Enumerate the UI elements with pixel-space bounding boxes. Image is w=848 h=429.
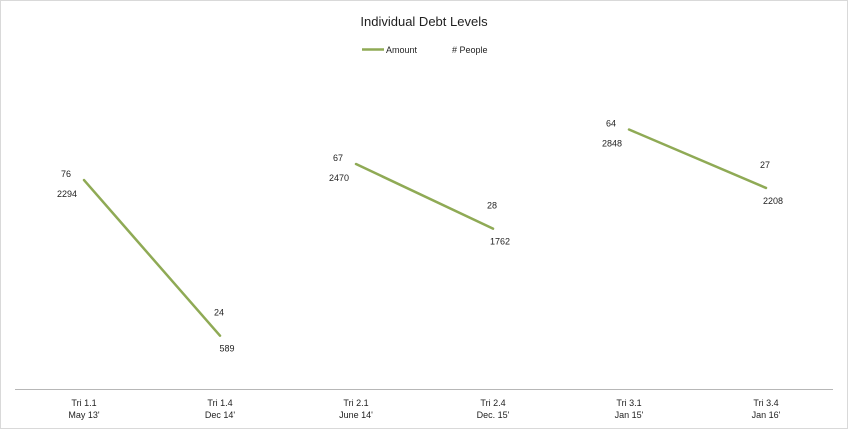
x-tick-label-line2-4: Dec. 15' (477, 410, 510, 420)
label-layer: 2294 76 589 24 2470 67 1762 28 2848 64 2208 27 (57, 119, 783, 354)
x-tick-label-line2-3: June 14' (339, 410, 373, 420)
amount-data-label-3: 2470 (329, 173, 349, 183)
amount-line-segment-2 (354, 162, 495, 230)
people-data-label-6: 27 (760, 160, 770, 170)
x-axis-ticks: Tri 1.1 May 13' Tri 1.4 Dec 14' Tri 2.1 June … (68, 398, 780, 420)
legend-amount-label: Amount (386, 45, 418, 55)
x-tick-label-line2-5: Jan 15' (615, 410, 644, 420)
legend-people-label: # People (452, 45, 488, 55)
amount-data-label-1: 2294 (57, 189, 77, 199)
amount-data-label-6: 2208 (763, 196, 783, 206)
legend: Amount # People (362, 45, 488, 55)
x-tick-label-line1-5: Tri 3.1 (616, 398, 641, 408)
x-tick-label-line2-6: Jan 16' (752, 410, 781, 420)
amount-data-label-5: 2848 (602, 139, 622, 149)
series-layer (82, 128, 768, 337)
people-data-label-2: 24 (214, 308, 224, 318)
amount-data-label-2: 589 (219, 344, 234, 354)
amount-line-segment-3 (627, 128, 768, 190)
people-data-label-4: 28 (487, 201, 497, 211)
x-tick-label-line1-4: Tri 2.4 (480, 398, 505, 408)
x-tick-label-line1-6: Tri 3.4 (753, 398, 778, 408)
x-tick-label-line2-2: Dec 14' (205, 410, 236, 420)
x-tick-label-line2-1: May 13' (68, 410, 100, 420)
x-tick-label-line1-1: Tri 1.1 (71, 398, 96, 408)
people-data-label-5: 64 (606, 119, 616, 129)
x-tick-label-line1-2: Tri 1.4 (207, 398, 232, 408)
people-data-label-3: 67 (333, 153, 343, 163)
people-data-label-1: 76 (61, 169, 71, 179)
x-tick-label-line1-3: Tri 2.1 (343, 398, 368, 408)
amount-line-segment-1 (82, 178, 222, 337)
chart-title: Individual Debt Levels (360, 14, 488, 29)
amount-data-label-4: 1762 (490, 237, 510, 247)
